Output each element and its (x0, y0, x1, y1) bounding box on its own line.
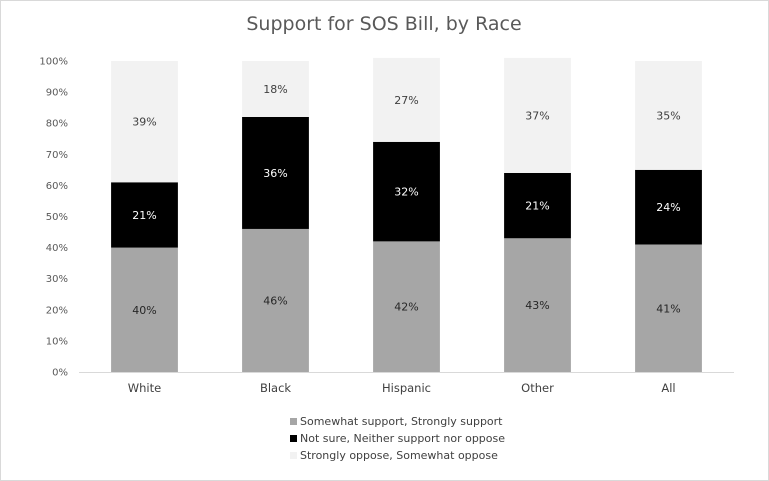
data-label: 27% (394, 94, 418, 107)
y-tick-label: 30% (46, 274, 68, 285)
bar-segment (504, 238, 571, 372)
data-label: 43% (525, 299, 549, 312)
legend-label: Somewhat support, Strongly support (300, 415, 503, 428)
data-label: 32% (394, 186, 418, 199)
y-tick-label: 90% (46, 88, 68, 99)
bar-segment (635, 61, 702, 170)
bar-segment (111, 61, 178, 183)
x-tick-label: Hispanic (382, 381, 431, 395)
bar-segment (504, 57, 571, 173)
data-label: 37% (525, 109, 549, 122)
y-tick-label: 10% (46, 336, 68, 347)
y-tick-label: 80% (46, 119, 68, 130)
data-label: 35% (656, 109, 680, 122)
bar-segment (373, 57, 440, 142)
legend: Somewhat support, Strongly support Not su… (290, 415, 505, 462)
x-tick-label: Black (260, 381, 291, 395)
data-label: 39% (132, 116, 156, 129)
y-tick-label: 20% (46, 305, 68, 316)
legend-swatch (290, 435, 297, 442)
y-axis: 0% 10% 20% 30% 40% 50% 60% 70% 80% 90% 100% (39, 57, 68, 379)
y-tick-label: 40% (46, 243, 68, 254)
x-tick-label: White (128, 381, 161, 395)
data-label: 41% (656, 302, 680, 315)
y-tick-label: 50% (46, 212, 68, 223)
data-label: 21% (525, 200, 549, 213)
legend-label: Strongly oppose, Somewhat oppose (300, 449, 498, 462)
x-tick-label: All (661, 381, 675, 395)
data-label: 18% (263, 83, 287, 96)
bars-group: 40% 21% 39% 46% 36% 18% 42% 32% 27% 43% 21% 37% 41% 2… (111, 57, 702, 372)
data-label: 21% (132, 209, 156, 222)
bar-segment (242, 116, 309, 229)
y-tick-label: 70% (46, 150, 68, 161)
x-axis: White Black Hispanic Other All (128, 381, 676, 395)
bar-segment (242, 228, 309, 372)
y-tick-label: 100% (39, 57, 68, 68)
bar-segment (635, 244, 702, 372)
data-label: 40% (132, 304, 156, 317)
data-label: 24% (656, 201, 680, 214)
data-label: 42% (394, 301, 418, 314)
bar-segment (373, 241, 440, 372)
legend-label: Not sure, Neither support nor oppose (300, 432, 505, 445)
data-label: 46% (263, 294, 287, 307)
bar-segment (111, 182, 178, 248)
legend-swatch (290, 418, 297, 425)
x-tick-label: Other (521, 381, 554, 395)
y-tick-label: 0% (52, 368, 68, 379)
bar-segment (111, 247, 178, 372)
y-tick-label: 60% (46, 181, 68, 192)
bar-segment (504, 172, 571, 239)
bar-segment (242, 61, 309, 117)
legend-swatch (290, 452, 297, 459)
bar-segment (373, 141, 440, 242)
data-label: 36% (263, 167, 287, 180)
chart-title: Support for SOS Bill, by Race (246, 13, 521, 35)
bar-segment (635, 169, 702, 245)
